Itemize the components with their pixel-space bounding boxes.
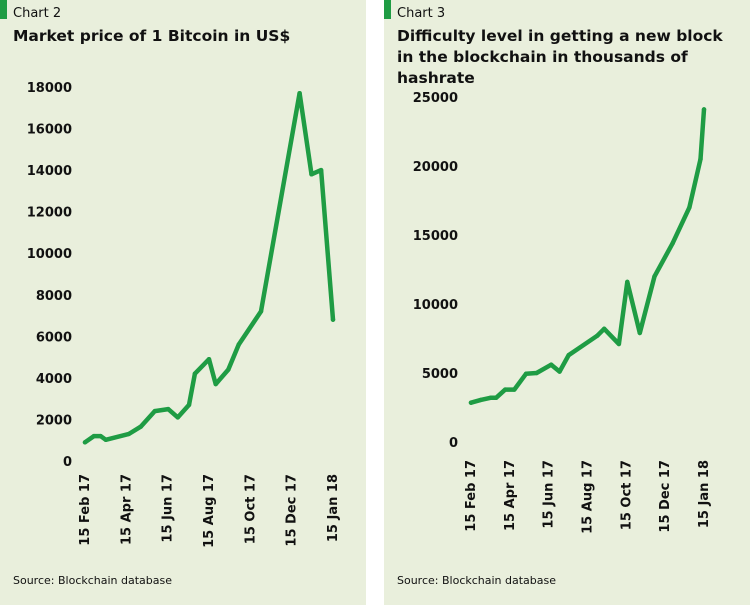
x-tick-label: 15 Dec 17	[285, 474, 300, 547]
y-tick-label: 2000	[36, 413, 72, 428]
data-point	[98, 433, 103, 439]
chart-title: Market price of 1 Bitcoin in US$	[13, 26, 290, 47]
bitcoin-price-chart: 0 2000 4000 6000 8000 10000 12000 14000 16000 180…	[27, 81, 341, 548]
x-tick-label: 15 Aug 17	[581, 460, 596, 534]
y-tick-label: 12000	[27, 206, 72, 221]
data-point	[152, 408, 157, 414]
y-tick-label: 10000	[27, 247, 72, 262]
y-tick-label: 15000	[413, 229, 458, 244]
y-tick-label: 0	[449, 436, 458, 451]
data-point	[213, 381, 218, 387]
data-point	[493, 395, 499, 400]
data-point	[698, 156, 703, 162]
data-point	[687, 205, 692, 210]
data-point	[488, 395, 493, 400]
data-point	[236, 342, 241, 347]
x-tick-label: 15 Apr 17	[503, 460, 518, 531]
data-point	[595, 333, 600, 338]
data-point	[670, 241, 675, 246]
x-tick-label: 15 Feb 17	[464, 460, 479, 532]
series-line	[468, 107, 707, 405]
chart-title-line: in the blockchain in thousands of hashra…	[397, 48, 688, 87]
chart-label: Chart 2	[13, 6, 62, 21]
data-point	[549, 362, 554, 367]
x-tick-label: 15 Jun 17	[161, 474, 176, 543]
chart-accent-bar	[384, 0, 391, 19]
data-point	[330, 317, 336, 322]
chart-label: Chart 3	[397, 6, 446, 21]
data-point	[566, 352, 571, 358]
data-point	[625, 279, 630, 285]
data-point	[186, 402, 192, 408]
x-tick-label: 15 Aug 17	[202, 474, 217, 548]
chart-title-line: Difficulty level in getting a new block	[397, 27, 723, 45]
y-tick-label: 0	[63, 455, 72, 470]
data-point	[103, 437, 109, 442]
data-point	[637, 330, 642, 336]
y-tick-label: 4000	[36, 372, 72, 387]
data-point	[318, 167, 324, 173]
data-point	[82, 440, 88, 445]
chart-title-line: Market price of 1 Bitcoin in US$	[13, 27, 291, 45]
data-point	[206, 357, 212, 362]
y-tick-label: 25000	[413, 91, 458, 106]
x-tick-label: 15 Jan 18	[697, 460, 712, 528]
chart-accent-bar	[0, 0, 7, 19]
data-point	[192, 371, 198, 376]
data-point	[297, 91, 302, 96]
data-point	[478, 397, 483, 403]
data-point	[701, 107, 707, 112]
x-tick-label: 15 Jan 18	[326, 474, 341, 542]
data-point	[557, 369, 562, 374]
data-point	[226, 367, 231, 372]
data-point	[258, 309, 264, 314]
data-point	[503, 387, 508, 392]
chart-panel-left: Chart 2 Market price of 1 Bitcoin in US$…	[0, 0, 366, 605]
x-tick-label: 15 Dec 17	[658, 460, 673, 533]
chart-title: Difficulty level in getting a new block …	[397, 26, 750, 89]
y-tick-label: 6000	[36, 330, 72, 345]
y-tick-label: 14000	[27, 164, 72, 179]
y-tick-label: 18000	[27, 81, 72, 96]
data-point	[468, 400, 474, 405]
x-tick-label: 15 Feb 17	[78, 474, 93, 546]
data-point	[602, 326, 607, 331]
chart-source: Source: Blockchain database	[13, 574, 173, 587]
chart-panel-right: Chart 3 Difficulty level in getting a ne…	[384, 0, 750, 605]
data-point	[91, 433, 97, 439]
data-point	[175, 415, 180, 420]
chart-source: Source: Blockchain database	[397, 574, 557, 587]
y-tick-label: 20000	[413, 160, 458, 175]
y-tick-label: 16000	[27, 123, 72, 138]
data-point	[309, 172, 314, 177]
data-point	[616, 341, 622, 347]
data-point	[534, 370, 539, 376]
data-point	[126, 431, 131, 437]
data-point	[138, 424, 143, 429]
x-tick-label: 15 Oct 17	[619, 460, 634, 530]
data-point	[652, 274, 657, 279]
y-tick-label: 10000	[413, 298, 458, 313]
data-point	[512, 387, 517, 392]
y-tick-label: 8000	[36, 289, 72, 304]
y-tick-label: 5000	[422, 367, 458, 382]
difficulty-chart: 0 5000 10000 15000 20000 25000 15 Feb 17 15 Apr…	[413, 91, 712, 534]
data-point	[523, 371, 529, 376]
x-tick-label: 15 Apr 17	[119, 474, 134, 545]
data-point	[166, 406, 171, 412]
series-line	[82, 90, 336, 445]
x-tick-label: 15 Jun 17	[542, 460, 557, 529]
x-tick-label: 15 Oct 17	[243, 474, 258, 544]
